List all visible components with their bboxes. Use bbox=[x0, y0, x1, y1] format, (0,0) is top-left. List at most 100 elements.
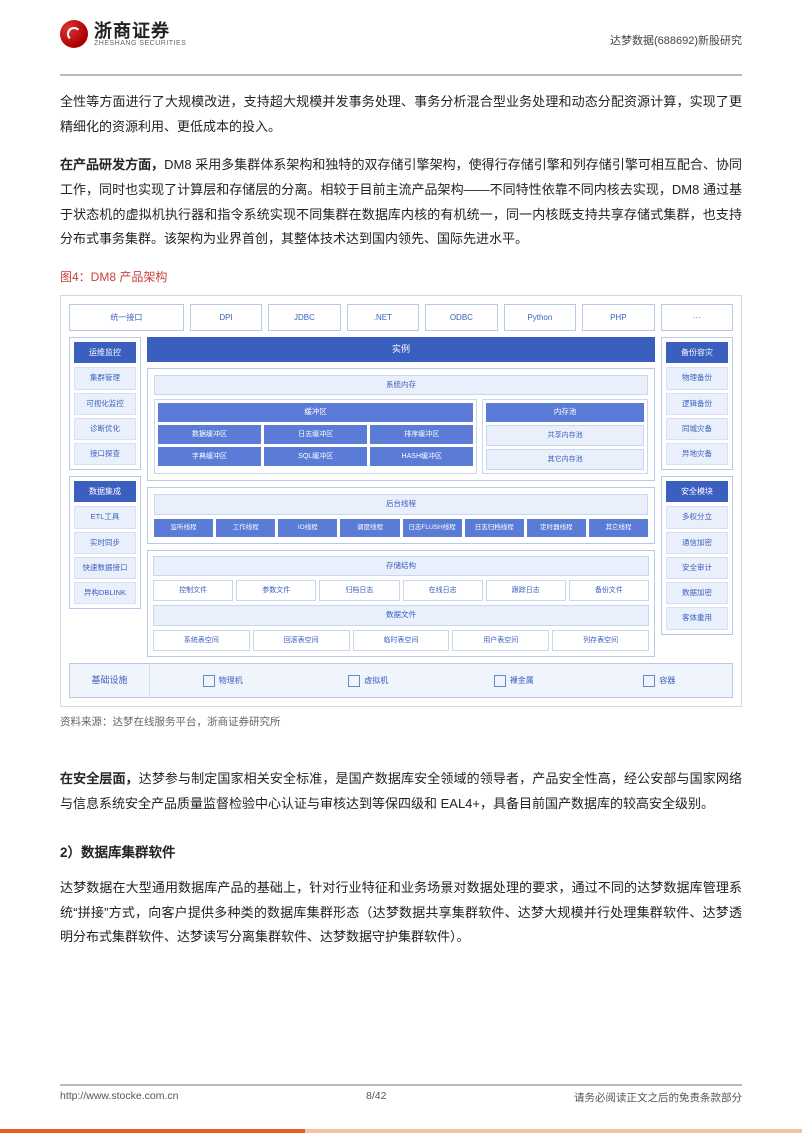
datafile-title: 数据文件 bbox=[153, 605, 649, 625]
bg-chip: 日志归档线程 bbox=[465, 519, 524, 537]
buffer-title: 缓冲区 bbox=[158, 403, 473, 421]
right-group-backup: 备份容灾 物理备份 逻辑备份 同城灾备 异地灾备 bbox=[661, 337, 733, 470]
infra-cell: 物理机 bbox=[150, 664, 296, 697]
buf-chip: 字典缓冲区 bbox=[158, 447, 261, 466]
buf-chip: SQL缓冲区 bbox=[264, 447, 367, 466]
ts-chip: 临时表空间 bbox=[353, 630, 450, 651]
stor-chip: 控制文件 bbox=[153, 580, 233, 601]
top-chip: ··· bbox=[661, 304, 733, 331]
header-rule bbox=[60, 74, 742, 76]
figure-source: 资料来源：达梦在线服务平台，浙商证券研究所 bbox=[60, 713, 742, 733]
bg-chip: 工作线程 bbox=[216, 519, 275, 537]
instance-band: 实例 bbox=[147, 337, 655, 362]
side-item: 异地灾备 bbox=[666, 443, 728, 465]
para-1: 全性等方面进行了大规模改进，支持超大规模并发事务处理、事务分析混合型业务处理和动… bbox=[60, 90, 742, 139]
section-2: 2）数据库集群软件 bbox=[60, 840, 742, 866]
buf-chip: 数据缓冲区 bbox=[158, 425, 261, 444]
top-chip: DPI bbox=[190, 304, 262, 331]
side-item: 逻辑备份 bbox=[666, 393, 728, 415]
group-head: 安全模块 bbox=[666, 481, 728, 502]
bg-chip: 日志FLUSH线程 bbox=[403, 519, 462, 537]
side-item: 物理备份 bbox=[666, 367, 728, 389]
footer-accent-bar bbox=[0, 1129, 802, 1133]
infra-cell: 裸金属 bbox=[441, 664, 587, 697]
side-item: 数据加密 bbox=[666, 582, 728, 604]
top-chip: Python bbox=[504, 304, 576, 331]
diagram-top-row: 统一接口 DPI JDBC .NET ODBC Python PHP ··· bbox=[69, 304, 733, 331]
para-2: 在产品研发方面，DM8 采用多集群体系架构和独特的双存储引擎架构，使得行存储引擎… bbox=[60, 153, 742, 252]
bgthread-title: 后台线程 bbox=[154, 494, 648, 514]
group-head: 备份容灾 bbox=[666, 342, 728, 363]
side-item: 可视化监控 bbox=[74, 393, 136, 415]
mem-chip: 共享内存池 bbox=[486, 425, 644, 446]
bg-chip: 其它线程 bbox=[589, 519, 648, 537]
bg-chip: 定时器线程 bbox=[527, 519, 586, 537]
diagram-center-col: 实例 系统内存 缓冲区 数据缓冲区 日志缓冲区 排序缓冲区 字典缓 bbox=[147, 337, 655, 657]
side-item: 接口探查 bbox=[74, 443, 136, 465]
side-item: 多权分立 bbox=[666, 506, 728, 528]
bg-chip: IO线程 bbox=[278, 519, 337, 537]
logo: 浙商证券 ZHESHANG SECURITIES bbox=[60, 20, 186, 48]
figure-caption: 图4：DM8 产品架构 bbox=[60, 266, 742, 289]
stor-chip: 跟踪日志 bbox=[486, 580, 566, 601]
container-icon bbox=[643, 675, 655, 687]
side-item: 异构DBLINK bbox=[74, 582, 136, 604]
infra-text: 裸金属 bbox=[510, 673, 534, 688]
logo-cn: 浙商证券 bbox=[94, 22, 186, 40]
group-head: 运维监控 bbox=[74, 342, 136, 363]
buf-chip: 日志缓冲区 bbox=[264, 425, 367, 444]
para-3-rest: 达梦参与制定国家相关安全标准，是国产数据库安全领域的领导者，产品安全性高，经公安… bbox=[60, 771, 742, 811]
server-icon bbox=[203, 675, 215, 687]
diagram-left-col: 运维监控 集群管理 可视化监控 诊断优化 接口探查 数据集成 ETL工具 实时同… bbox=[69, 337, 141, 657]
para-3: 在安全层面，达梦参与制定国家相关安全标准，是国产数据库安全领域的领导者，产品安全… bbox=[60, 767, 742, 816]
infra-cell: 虚拟机 bbox=[296, 664, 442, 697]
side-item: 安全审计 bbox=[666, 557, 728, 579]
body-content: 全性等方面进行了大规模改进，支持超大规模并发事务处理、事务分析混合型业务处理和动… bbox=[60, 90, 742, 950]
side-item: 集群管理 bbox=[74, 367, 136, 389]
para-2-lead: 在产品研发方面， bbox=[60, 157, 164, 172]
ts-chip: 列存表空间 bbox=[552, 630, 649, 651]
footer-disclaimer: 请务必阅读正文之后的免责条款部分 bbox=[574, 1090, 742, 1105]
sysmem-title: 系统内存 bbox=[154, 375, 648, 395]
side-item: 诊断优化 bbox=[74, 418, 136, 440]
para-4: 达梦数据在大型通用数据库产品的基础上，针对行业特征和业务场景对数据处理的要求，通… bbox=[60, 876, 742, 950]
top-chip: PHP bbox=[582, 304, 654, 331]
top-chip: JDBC bbox=[268, 304, 340, 331]
storage-title: 存储结构 bbox=[153, 556, 649, 576]
side-item: 实时同步 bbox=[74, 532, 136, 554]
bg-chip: 监听线程 bbox=[154, 519, 213, 537]
stor-chip: 参数文件 bbox=[236, 580, 316, 601]
top-chip: 统一接口 bbox=[69, 304, 184, 331]
side-item: 通信加密 bbox=[666, 532, 728, 554]
infra-text: 物理机 bbox=[219, 673, 243, 688]
vm-icon bbox=[348, 675, 360, 687]
bg-chip: 调度线程 bbox=[340, 519, 399, 537]
mempool-title: 内存池 bbox=[486, 403, 644, 421]
mem-chip: 其它内存池 bbox=[486, 449, 644, 470]
dm8-architecture-diagram: 统一接口 DPI JDBC .NET ODBC Python PHP ··· 运… bbox=[60, 295, 742, 707]
buffer-box: 缓冲区 数据缓冲区 日志缓冲区 排序缓冲区 字典缓冲区 SQL缓冲区 HASH缓… bbox=[154, 399, 477, 474]
diagram-right-col: 备份容灾 物理备份 逻辑备份 同城灾备 异地灾备 安全模块 多权分立 通信加密 … bbox=[661, 337, 733, 657]
stor-chip: 归档日志 bbox=[319, 580, 399, 601]
infra-text: 容器 bbox=[659, 673, 675, 688]
diagram-main-row: 运维监控 集群管理 可视化监控 诊断优化 接口探查 数据集成 ETL工具 实时同… bbox=[69, 337, 733, 657]
baremetal-icon bbox=[494, 675, 506, 687]
buf-chip: 排序缓冲区 bbox=[370, 425, 473, 444]
infra-label: 基础设施 bbox=[70, 664, 150, 697]
stor-chip: 备份文件 bbox=[569, 580, 649, 601]
ts-chip: 回滚表空间 bbox=[253, 630, 350, 651]
side-item: 快速数据接口 bbox=[74, 557, 136, 579]
header-subject: 达梦数据(688692)新股研究 bbox=[610, 32, 742, 48]
top-chip: .NET bbox=[347, 304, 419, 331]
ts-chip: 用户表空间 bbox=[452, 630, 549, 651]
page-header: 浙商证券 ZHESHANG SECURITIES 达梦数据(688692)新股研… bbox=[60, 20, 742, 48]
infra-text: 虚拟机 bbox=[364, 673, 388, 688]
logo-icon bbox=[60, 20, 88, 48]
sysmem-frame: 系统内存 缓冲区 数据缓冲区 日志缓冲区 排序缓冲区 字典缓冲区 SQL缓 bbox=[147, 368, 655, 481]
stor-chip: 在线日志 bbox=[403, 580, 483, 601]
right-group-security: 安全模块 多权分立 通信加密 安全审计 数据加密 客体重用 bbox=[661, 476, 733, 634]
left-group-ops: 运维监控 集群管理 可视化监控 诊断优化 接口探查 bbox=[69, 337, 141, 470]
footer-url: http://www.stocke.com.cn bbox=[60, 1090, 178, 1105]
group-head: 数据集成 bbox=[74, 481, 136, 502]
footer-page: 8/42 bbox=[366, 1090, 386, 1105]
